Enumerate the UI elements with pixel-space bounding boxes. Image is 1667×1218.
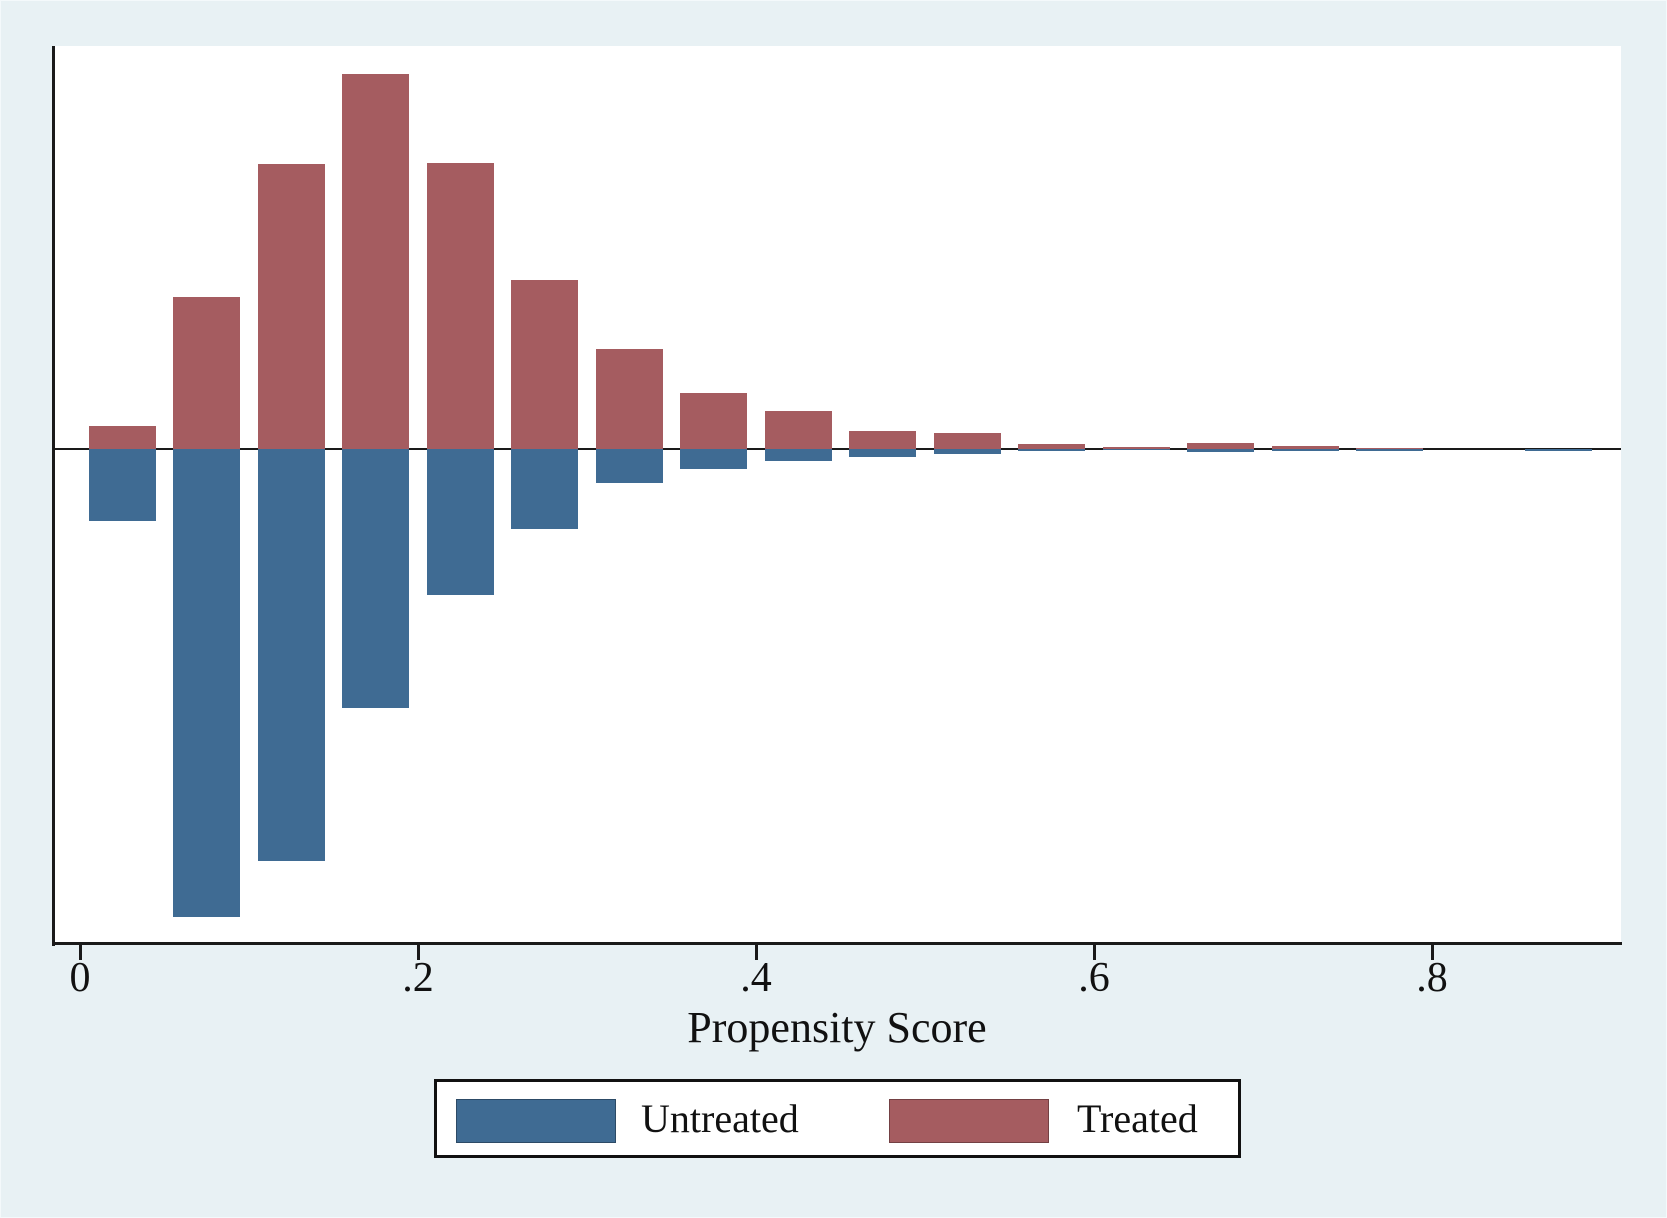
bar-untreated: [765, 449, 832, 461]
bar-untreated: [1272, 449, 1339, 451]
bar-treated: [342, 74, 409, 449]
x-tick-mark: [755, 945, 758, 960]
bar-untreated: [849, 449, 916, 457]
legend: Untreated Treated: [434, 1079, 1241, 1158]
bar-untreated: [427, 449, 494, 595]
bar-treated: [849, 431, 916, 449]
bar-untreated: [342, 449, 409, 708]
bar-untreated: [258, 449, 325, 861]
legend-label-treated: Treated: [1077, 1096, 1198, 1141]
bar-untreated: [1103, 449, 1170, 450]
x-tick-label: .4: [740, 955, 772, 1001]
bar-untreated: [1356, 449, 1423, 451]
bar-untreated: [511, 449, 578, 529]
bar-treated: [427, 163, 494, 449]
zero-baseline: [53, 448, 1621, 450]
x-axis-line: [52, 942, 1622, 945]
bar-untreated: [1018, 449, 1085, 451]
bar-treated: [511, 280, 578, 449]
bar-treated: [680, 393, 747, 449]
x-tick-label: .8: [1416, 955, 1448, 1001]
bar-untreated: [1187, 449, 1254, 452]
legend-swatch-treated: [889, 1099, 1049, 1143]
bar-treated: [1187, 443, 1254, 449]
bar-treated: [934, 433, 1001, 449]
x-tick-label: .6: [1078, 955, 1110, 1001]
bar-treated: [1018, 444, 1085, 449]
bar-treated: [1356, 448, 1423, 449]
bar-treated: [765, 411, 832, 449]
y-axis-line: [52, 46, 55, 946]
bar-treated: [173, 297, 240, 449]
bar-untreated: [680, 449, 747, 469]
bar-treated: [258, 164, 325, 449]
x-tick-label: 0: [69, 955, 91, 1001]
x-tick-label: .2: [402, 955, 434, 1001]
x-tick-mark: [1093, 945, 1096, 960]
bar-untreated: [89, 449, 156, 521]
x-axis-title: Propensity Score: [687, 1003, 987, 1052]
bar-untreated: [1525, 449, 1592, 451]
x-tick-mark: [417, 945, 420, 960]
bar-untreated: [934, 449, 1001, 454]
legend-label-untreated: Untreated: [641, 1096, 799, 1141]
x-tick-mark: [1431, 945, 1434, 960]
bar-untreated: [173, 449, 240, 917]
x-tick-mark: [79, 945, 82, 960]
bar-treated: [89, 426, 156, 449]
bar-treated: [596, 349, 663, 449]
bar-treated: [1272, 446, 1339, 449]
bar-treated: [1103, 447, 1170, 449]
bar-untreated: [596, 449, 663, 483]
legend-swatch-untreated: [456, 1099, 616, 1143]
